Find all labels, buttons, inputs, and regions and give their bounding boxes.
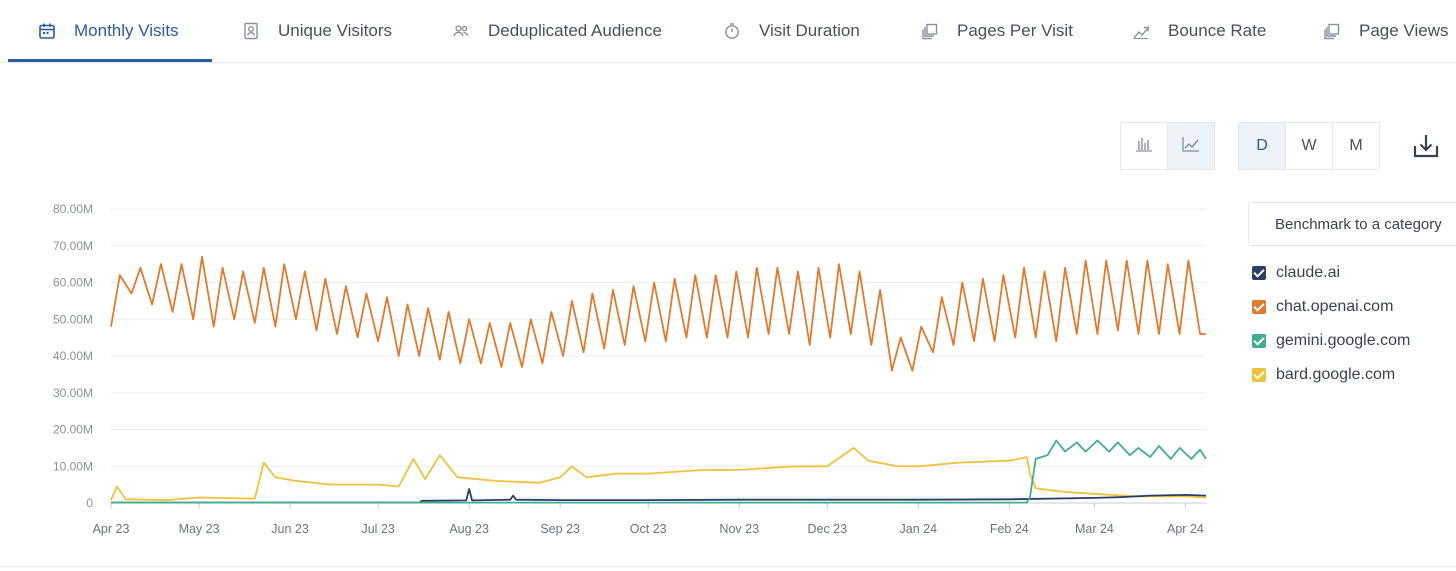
legend-item-claude[interactable]: claude.ai bbox=[1252, 256, 1410, 290]
series-line-bard-google-com[interactable] bbox=[110, 446, 1207, 502]
x-tick-label: Apr 23 bbox=[93, 522, 130, 536]
tab-label: Unique Visitors bbox=[278, 21, 393, 40]
divider bbox=[0, 566, 1456, 567]
pages-icon bbox=[921, 22, 939, 40]
y-tick-label: 40.00M bbox=[53, 349, 93, 363]
legend-label: gemini.google.com bbox=[1276, 332, 1411, 349]
legend-label: bard.google.com bbox=[1276, 366, 1396, 383]
x-tick-label: Mar 24 bbox=[1075, 522, 1114, 536]
calendar-icon bbox=[38, 22, 56, 40]
y-tick-label: 10.00M bbox=[53, 459, 93, 473]
person-card-icon bbox=[242, 22, 260, 40]
x-tick-label: Feb 24 bbox=[990, 522, 1029, 536]
tab-label: Bounce Rate bbox=[1168, 21, 1267, 40]
tab-monthly-visits[interactable]: Monthly Visits bbox=[38, 0, 179, 62]
tab-label: Monthly Visits bbox=[74, 21, 179, 40]
stopwatch-icon bbox=[723, 22, 741, 40]
tab-visit-duration[interactable]: Visit Duration bbox=[723, 0, 860, 62]
download-icon bbox=[1412, 135, 1440, 164]
tab-label: Pages Per Visit bbox=[957, 21, 1073, 40]
tab-deduplicated-audience[interactable]: Deduplicated Audience bbox=[452, 0, 662, 62]
metric-tabs: Monthly Visits Unique Visitors Deduplica… bbox=[0, 0, 1456, 63]
series-line-gemini-google-com[interactable] bbox=[111, 439, 1207, 504]
bar-chart-icon bbox=[1135, 136, 1153, 157]
people-icon bbox=[452, 22, 470, 40]
y-tick-label: 50.00M bbox=[53, 312, 93, 326]
chart-type-toggle bbox=[1120, 122, 1215, 170]
legend-item-bard[interactable]: bard.google.com bbox=[1252, 358, 1410, 392]
tab-label: Visit Duration bbox=[759, 21, 860, 40]
tab-bounce-rate[interactable]: Bounce Rate bbox=[1132, 0, 1266, 62]
x-tick-label: Jan 24 bbox=[900, 522, 938, 536]
x-tick-label: Oct 23 bbox=[630, 522, 667, 536]
x-tick-label: Nov 23 bbox=[719, 522, 759, 536]
chart-legend: claude.ai chat.openai.com gemini.google.… bbox=[1252, 256, 1410, 392]
granularity-day-button[interactable]: D bbox=[1239, 123, 1286, 169]
checkbox-checked-icon[interactable] bbox=[1252, 368, 1266, 382]
bar-chart-button[interactable] bbox=[1121, 123, 1168, 169]
x-tick-label: Jul 23 bbox=[361, 522, 394, 536]
x-tick-label: Apr 24 bbox=[1167, 522, 1204, 536]
download-button[interactable] bbox=[1412, 132, 1440, 160]
tab-page-views[interactable]: Page Views bbox=[1323, 0, 1448, 62]
y-tick-label: 30.00M bbox=[53, 386, 93, 400]
legend-item-openai[interactable]: chat.openai.com bbox=[1252, 290, 1410, 324]
trend-icon bbox=[1132, 22, 1150, 40]
x-tick-label: Sep 23 bbox=[540, 522, 580, 536]
x-tick-label: Jun 23 bbox=[271, 522, 309, 536]
granularity-toggle: D W M bbox=[1238, 122, 1380, 170]
x-tick-label: May 23 bbox=[179, 522, 220, 536]
tab-unique-visitors[interactable]: Unique Visitors bbox=[242, 0, 392, 62]
benchmark-category-button[interactable]: Benchmark to a category bbox=[1248, 202, 1456, 246]
checkbox-checked-icon[interactable] bbox=[1252, 334, 1266, 348]
legend-item-gemini[interactable]: gemini.google.com bbox=[1252, 324, 1410, 358]
granularity-month-button[interactable]: M bbox=[1349, 137, 1363, 154]
line-chart-button[interactable] bbox=[1168, 123, 1214, 169]
tab-pages-per-visit[interactable]: Pages Per Visit bbox=[921, 0, 1073, 62]
benchmark-label: Benchmark to a category bbox=[1275, 215, 1442, 233]
x-tick-label: Dec 23 bbox=[807, 522, 847, 536]
tab-label: Page Views bbox=[1359, 21, 1449, 40]
pages-icon bbox=[1323, 22, 1341, 40]
line-chart: 80.00M 70.00M 60.00M 50.00M 40.00M 30.00M 20.0… bbox=[53, 202, 1207, 536]
line-chart-icon bbox=[1182, 136, 1200, 157]
checkbox-checked-icon[interactable] bbox=[1252, 266, 1266, 280]
legend-label: claude.ai bbox=[1276, 264, 1341, 281]
series-line-chat-openai-com[interactable] bbox=[110, 255, 1206, 372]
y-tick-label: 20.00M bbox=[53, 423, 93, 437]
active-tab-underline bbox=[8, 59, 212, 62]
y-tick-label: 70.00M bbox=[53, 239, 93, 253]
checkbox-checked-icon[interactable] bbox=[1252, 300, 1266, 314]
y-tick-label: 80.00M bbox=[53, 202, 93, 216]
x-tick-label: Aug 23 bbox=[449, 522, 489, 536]
tab-label: Deduplicated Audience bbox=[488, 21, 662, 40]
y-tick-label: 60.00M bbox=[53, 276, 93, 290]
series-line-claude-ai[interactable] bbox=[111, 488, 1207, 504]
y-tick-label: 0 bbox=[86, 496, 93, 510]
granularity-week-button[interactable]: W bbox=[1286, 123, 1333, 169]
legend-label: chat.openai.com bbox=[1276, 298, 1394, 315]
